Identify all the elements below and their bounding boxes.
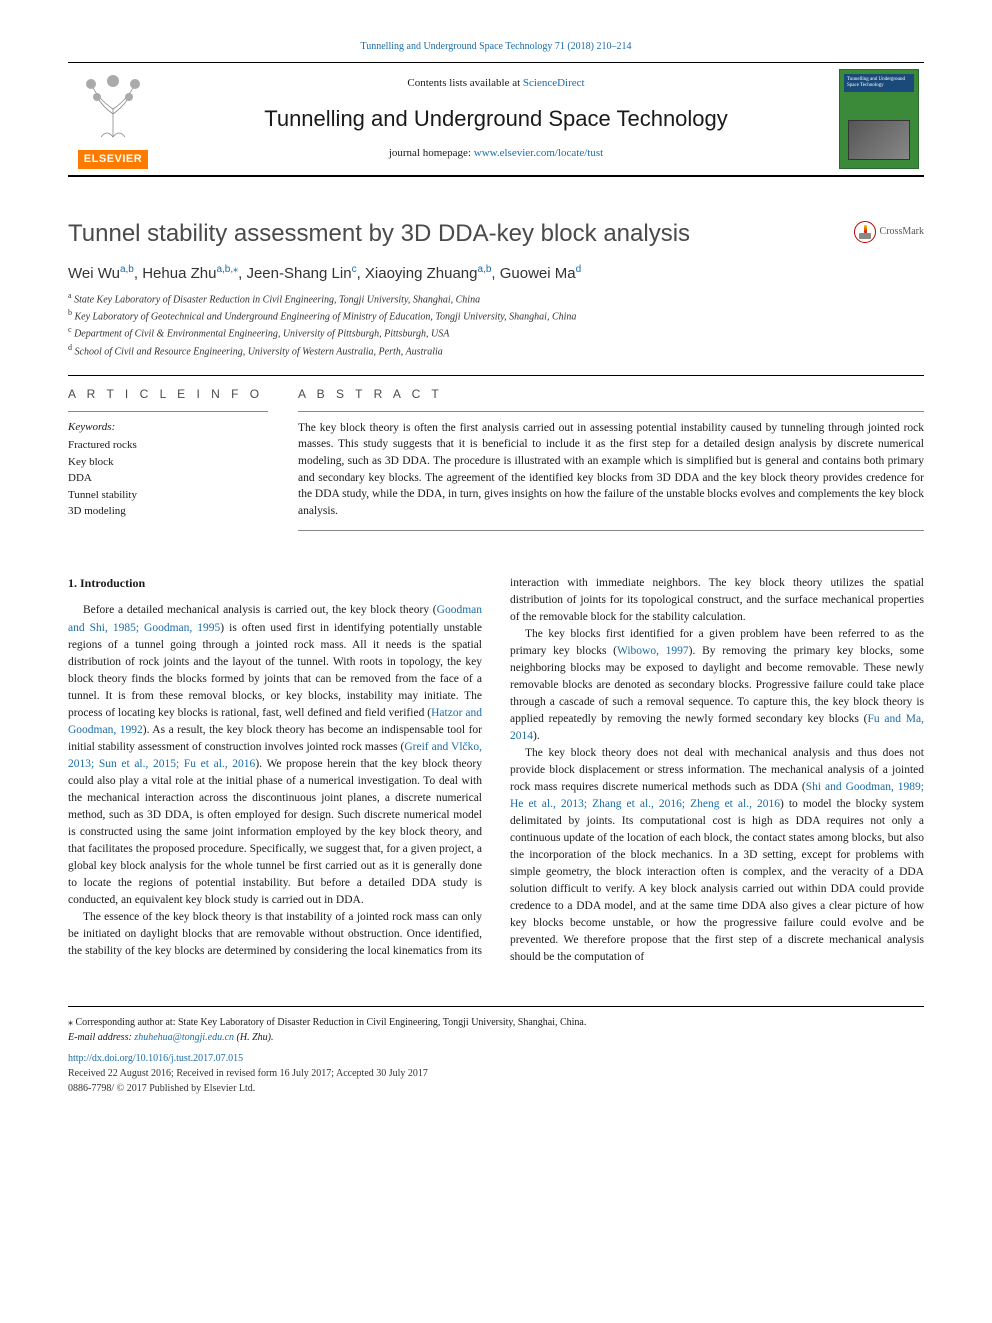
section-heading-intro: 1. Introduction <box>68 575 482 593</box>
elsevier-tree-icon <box>73 69 153 139</box>
crossmark-label: CrossMark <box>880 225 924 239</box>
article-body: 1. Introduction Before a detailed mechan… <box>68 575 924 966</box>
contents-line: Contents lists available at ScienceDirec… <box>168 76 824 91</box>
author-3: Jeen-Shang Lin <box>246 265 351 282</box>
journal-name: Tunnelling and Underground Space Technol… <box>168 104 824 135</box>
article-info-label: A R T I C L E I N F O <box>68 386 268 403</box>
author-5-aff: d <box>576 264 582 275</box>
email-link[interactable]: zhuhehua@tongji.edu.cn <box>134 1032 234 1043</box>
history-dates: Received 22 August 2016; Received in rev… <box>68 1066 924 1081</box>
author-4: Xiaoying Zhuang <box>365 265 478 282</box>
aff-d: School of Civil and Resource Engineering… <box>75 346 443 357</box>
author-5: Guowei Ma <box>500 265 576 282</box>
publisher-block: ELSEVIER <box>68 69 158 169</box>
paragraph: The key block theory does not deal with … <box>510 745 924 966</box>
keywords-list: Fractured rocks Key block DDA Tunnel sta… <box>68 437 268 520</box>
citation-link[interactable]: Wibowo, 1997 <box>617 645 689 657</box>
keyword: 3D modeling <box>68 503 268 520</box>
author-list: Wei Wua,b, Hehua Zhua,b,⁎, Jeen-Shang Li… <box>68 263 924 284</box>
author-1: Wei Wu <box>68 265 120 282</box>
keyword: Key block <box>68 454 268 471</box>
article-title: Tunnel stability assessment by 3D DDA-ke… <box>68 217 690 251</box>
author-2-aff: a,b,⁎ <box>216 264 238 275</box>
keyword: Fractured rocks <box>68 437 268 454</box>
abstract-text: The key block theory is often the first … <box>298 420 924 520</box>
homepage-prefix: journal homepage: <box>389 147 474 159</box>
aff-a: State Key Laboratory of Disaster Reducti… <box>74 294 480 305</box>
keyword: DDA <box>68 470 268 487</box>
divider <box>68 375 924 376</box>
journal-cover-thumb: Tunnelling and Underground Space Technol… <box>839 69 919 169</box>
doi-link[interactable]: http://dx.doi.org/10.1016/j.tust.2017.07… <box>68 1051 924 1066</box>
copyright-line: 0886-7798/ © 2017 Published by Elsevier … <box>68 1081 924 1096</box>
paragraph: Before a detailed mechanical analysis is… <box>68 602 482 908</box>
divider <box>68 411 268 412</box>
journal-header: ELSEVIER Contents lists available at Sci… <box>68 62 924 177</box>
email-line: E-mail address: zhuhehua@tongji.edu.cn (… <box>68 1030 924 1045</box>
homepage-line: journal homepage: www.elsevier.com/locat… <box>168 146 824 161</box>
divider <box>298 411 924 412</box>
contents-prefix: Contents lists available at <box>407 77 522 89</box>
corresponding-note: ⁎ Corresponding author at: State Key Lab… <box>68 1015 924 1030</box>
running-citation: Tunnelling and Underground Space Technol… <box>68 40 924 54</box>
keyword: Tunnel stability <box>68 487 268 504</box>
author-2: Hehua Zhu <box>142 265 216 282</box>
sciencedirect-link[interactable]: ScienceDirect <box>523 77 585 89</box>
crossmark-icon <box>854 221 876 243</box>
publisher-label: ELSEVIER <box>78 150 148 169</box>
homepage-link[interactable]: www.elsevier.com/locate/tust <box>474 147 603 159</box>
cover-image-placeholder <box>848 120 910 160</box>
paragraph: The key blocks first identified for a gi… <box>510 626 924 745</box>
cover-title: Tunnelling and Underground Space Technol… <box>844 74 914 92</box>
keywords-heading: Keywords: <box>68 420 268 435</box>
affiliations: a State Key Laboratory of Disaster Reduc… <box>68 290 924 359</box>
aff-c: Department of Civil & Environmental Engi… <box>74 329 449 340</box>
divider <box>298 530 924 531</box>
aff-b: Key Laboratory of Geotechnical and Under… <box>75 311 577 322</box>
abstract-label: A B S T R A C T <box>298 386 924 403</box>
author-1-aff: a,b <box>120 264 134 275</box>
footer: ⁎ Corresponding author at: State Key Lab… <box>68 1006 924 1096</box>
author-4-aff: a,b <box>478 264 492 275</box>
crossmark-badge[interactable]: CrossMark <box>854 221 924 243</box>
